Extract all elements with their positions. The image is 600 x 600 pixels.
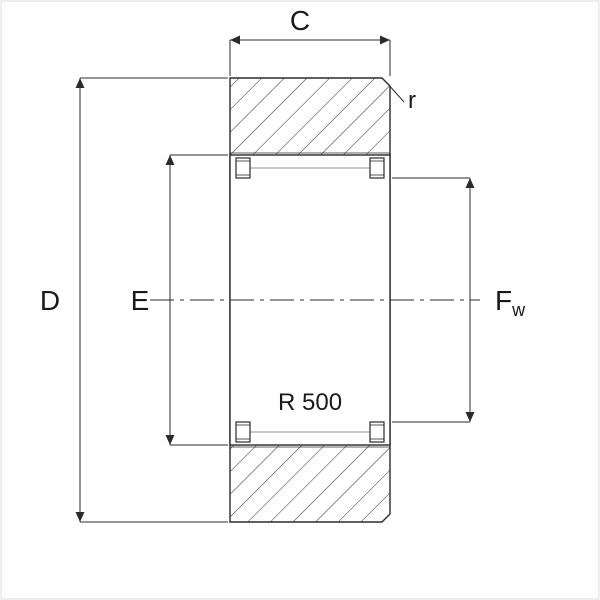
label-E: E xyxy=(131,285,150,316)
label-Fw: Fw xyxy=(495,285,526,320)
label-C: C xyxy=(290,5,310,36)
technical-drawing: D E C Fw r R 500 xyxy=(0,0,600,600)
label-R500: R 500 xyxy=(278,389,342,416)
label-r: r xyxy=(408,87,416,114)
label-D: D xyxy=(40,285,60,316)
